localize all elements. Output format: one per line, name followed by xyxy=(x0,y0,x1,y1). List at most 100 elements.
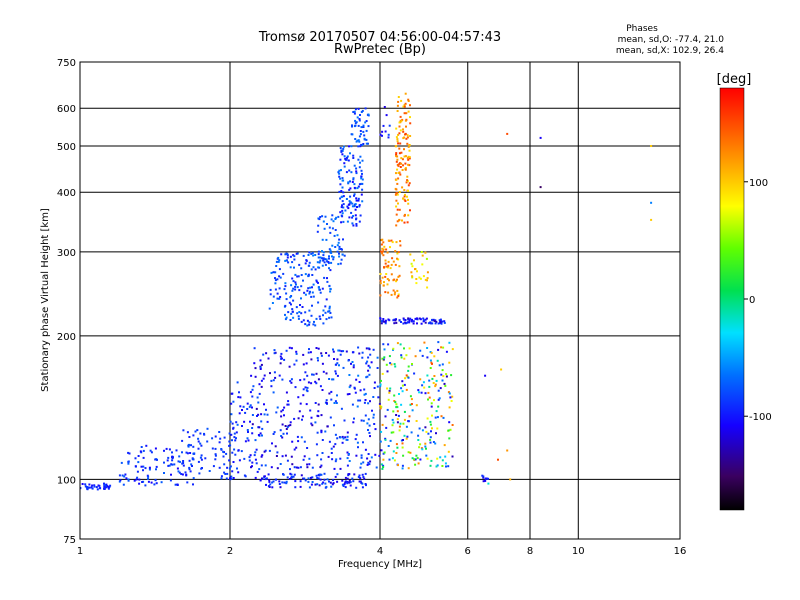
scatter-point xyxy=(289,255,292,258)
scatter-point xyxy=(403,195,406,198)
scatter-point xyxy=(348,453,350,455)
scatter-point xyxy=(397,295,400,297)
scatter-point xyxy=(408,164,411,167)
scatter-point xyxy=(321,362,324,365)
scatter-point xyxy=(332,479,334,482)
scatter-point xyxy=(439,387,442,390)
scatter-point xyxy=(330,485,333,488)
x-axis-ticks: 1 2 4 6 8 10 16 xyxy=(77,546,687,557)
scatter-point xyxy=(255,448,258,451)
scatter-point xyxy=(497,458,499,461)
scatter-point xyxy=(423,319,426,322)
scatter-point xyxy=(279,355,282,358)
scatter-point xyxy=(200,444,203,447)
y-tick-label: 200 xyxy=(57,332,76,343)
scatter-point xyxy=(409,209,411,212)
scatter-point xyxy=(379,383,382,386)
scatter-point xyxy=(445,373,448,376)
scatter-point xyxy=(284,425,287,427)
scatter-point xyxy=(346,431,349,434)
scatter-point xyxy=(385,265,388,268)
scatter-point xyxy=(399,240,402,243)
scatter-point xyxy=(296,312,299,315)
scatter-point xyxy=(353,473,356,476)
scatter-point xyxy=(268,479,271,482)
scatter-point xyxy=(362,441,364,444)
scatter-point xyxy=(417,434,420,437)
scatter-point xyxy=(253,347,256,350)
scatter-point xyxy=(357,199,360,202)
scatter-point xyxy=(307,254,310,256)
scatter-point xyxy=(283,414,285,417)
scatter-point xyxy=(224,473,227,475)
scatter-point xyxy=(231,439,233,442)
scatter-point xyxy=(310,295,313,298)
scatter-point xyxy=(238,391,240,394)
scatter-point xyxy=(322,370,325,373)
scatter-point xyxy=(429,351,432,353)
scatter-point xyxy=(261,427,264,430)
scatter-point xyxy=(411,409,414,412)
scatter-point xyxy=(381,252,384,255)
scatter-point xyxy=(137,455,140,457)
scatter-point xyxy=(397,464,399,467)
scatter-point xyxy=(439,322,442,324)
scatter-point xyxy=(170,473,172,476)
scatter-point xyxy=(278,259,281,262)
scatter-point xyxy=(406,221,409,224)
stats-o-line: mean, sd,O: -77.4, 21.0 xyxy=(618,35,725,45)
scatter-point xyxy=(359,161,361,164)
scatter-point xyxy=(396,163,399,166)
scatter-point xyxy=(185,451,188,454)
scatter-point xyxy=(428,396,431,399)
scatter-point xyxy=(251,461,254,464)
scatter-point xyxy=(287,424,290,427)
scatter-point xyxy=(404,132,407,135)
scatter-point xyxy=(410,271,413,274)
scatter-point xyxy=(340,169,342,172)
scatter-point xyxy=(271,481,274,484)
scatter-point xyxy=(408,156,411,159)
scatter-point xyxy=(340,258,343,261)
scatter-point xyxy=(343,162,346,165)
scatter-point xyxy=(233,436,236,439)
scatter-point xyxy=(420,447,423,450)
scatter-point xyxy=(384,320,387,323)
scatter-point xyxy=(181,473,184,476)
scatter-point xyxy=(429,359,432,362)
scatter-point xyxy=(364,414,367,417)
scatter-point xyxy=(347,359,350,362)
scatter-point xyxy=(338,238,341,241)
scatter-point xyxy=(316,414,319,417)
scatter-point xyxy=(387,445,390,447)
scatter-point xyxy=(445,465,447,468)
scatter-point xyxy=(223,471,226,474)
scatter-point xyxy=(358,166,361,169)
scatter-point xyxy=(341,186,344,189)
scatter-point xyxy=(317,301,320,304)
scatter-point xyxy=(264,478,267,481)
scatter-point xyxy=(439,456,442,459)
scatter-point xyxy=(138,478,141,481)
scatter-point xyxy=(271,442,273,445)
scatter-point xyxy=(315,382,318,385)
scatter-point xyxy=(279,486,282,489)
scatter-point xyxy=(357,374,360,377)
scatter-point xyxy=(153,483,156,486)
x-axis-label: Frequency [MHz] xyxy=(338,559,422,570)
scatter-point xyxy=(449,396,452,399)
scatter-point xyxy=(431,362,433,365)
scatter-point xyxy=(389,439,392,442)
scatter-point xyxy=(286,426,289,429)
scatter-point xyxy=(396,168,399,171)
scatter-point xyxy=(351,477,354,480)
scatter-point xyxy=(438,397,441,400)
scatter-point xyxy=(235,421,238,424)
scatter-point xyxy=(422,317,425,320)
scatter-point xyxy=(421,263,424,266)
scatter-point xyxy=(230,433,233,436)
scatter-point xyxy=(290,381,293,384)
scatter-point xyxy=(192,477,195,480)
scatter-point xyxy=(319,473,322,476)
scatter-point xyxy=(372,348,375,351)
